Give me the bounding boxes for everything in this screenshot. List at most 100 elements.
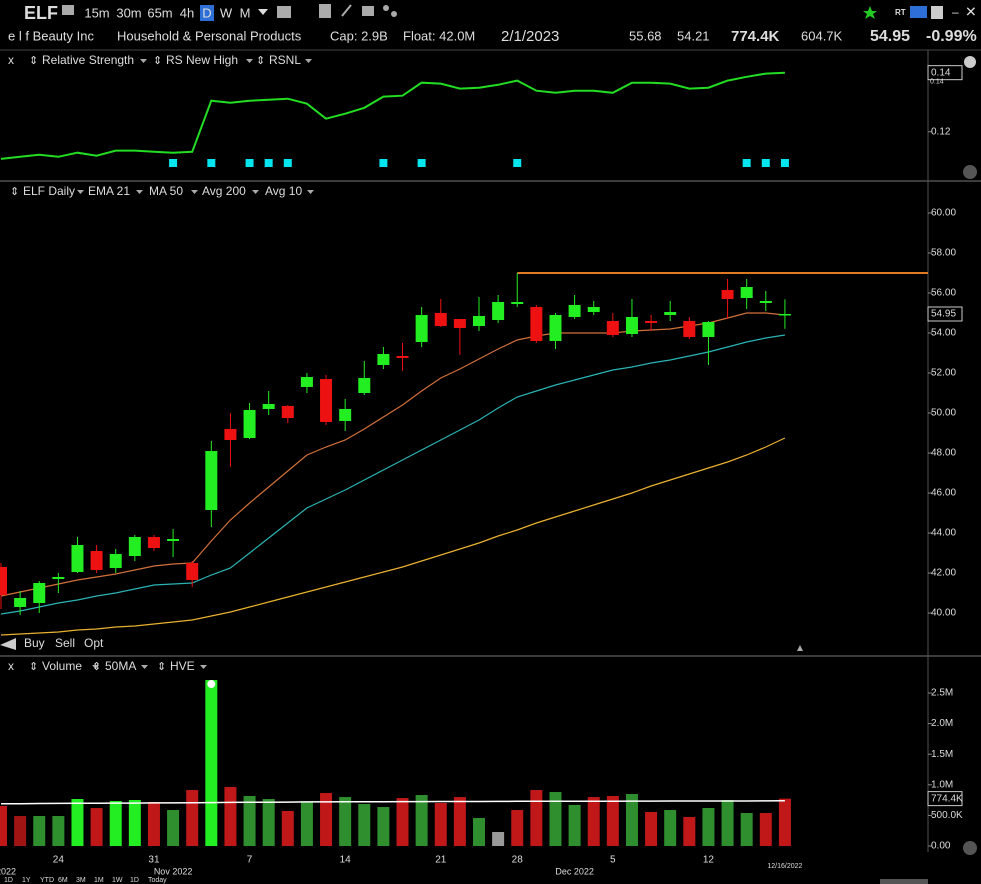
timeframe-button[interactable]: 4h bbox=[180, 5, 194, 20]
candle-body bbox=[358, 378, 371, 393]
candle-body bbox=[262, 404, 275, 409]
legend-arrow: ⇕ bbox=[157, 661, 166, 673]
icon[interactable] bbox=[0, 638, 16, 650]
timeframe-button[interactable]: W bbox=[220, 5, 233, 20]
icon[interactable] bbox=[964, 56, 976, 68]
icon[interactable] bbox=[62, 5, 74, 15]
icon[interactable]: – bbox=[952, 5, 959, 19]
legend-dropdown[interactable] bbox=[305, 59, 312, 63]
volume-bar bbox=[721, 799, 734, 847]
y-tick-label: 46.00 bbox=[931, 488, 956, 499]
last-value-box bbox=[927, 306, 963, 322]
timeframe-button[interactable]: 30m bbox=[116, 5, 141, 20]
range-button[interactable]: 6M bbox=[58, 877, 68, 884]
x-last-date: 12/16/2022 bbox=[767, 863, 802, 870]
trade-button[interactable]: Sell bbox=[55, 636, 75, 650]
scroll-button[interactable] bbox=[963, 841, 977, 855]
candle-body bbox=[186, 563, 199, 580]
legend-entry[interactable]: RSNL bbox=[269, 53, 301, 67]
candle-body bbox=[664, 312, 677, 315]
scrollbar[interactable] bbox=[880, 879, 928, 884]
legend-entry[interactable]: HVE bbox=[170, 659, 195, 673]
timeframe-button[interactable]: 65m bbox=[147, 5, 172, 20]
range-button[interactable]: 1D bbox=[4, 877, 13, 884]
last-value-label: 54.95 bbox=[931, 309, 956, 320]
last-value-label: 0.14 bbox=[931, 67, 951, 78]
legend-dropdown[interactable] bbox=[246, 59, 253, 63]
x-tick-label: 7 bbox=[247, 855, 253, 866]
scroll-button[interactable] bbox=[963, 165, 977, 179]
panel-close[interactable]: x bbox=[8, 53, 14, 67]
timeframe-button[interactable]: M bbox=[240, 5, 251, 20]
volume-bar bbox=[320, 793, 333, 847]
range-button[interactable]: 1W bbox=[112, 877, 123, 884]
legend-dropdown[interactable] bbox=[200, 665, 207, 669]
timeframe-button[interactable]: 15m bbox=[84, 5, 109, 20]
legend-entry[interactable]: MA 50 bbox=[149, 184, 183, 198]
trade-button[interactable]: Opt bbox=[84, 636, 104, 650]
legend-dropdown[interactable] bbox=[140, 59, 147, 63]
last-value-box bbox=[927, 791, 963, 807]
timeframe-button[interactable]: D bbox=[202, 5, 211, 20]
candle-body bbox=[281, 406, 294, 418]
x-month-label: 2022 bbox=[0, 866, 16, 876]
legend-entry[interactable]: Avg 10 bbox=[265, 184, 302, 198]
candle-body bbox=[14, 598, 27, 607]
icon[interactable] bbox=[391, 11, 397, 17]
icon[interactable] bbox=[277, 6, 291, 18]
legend-dropdown[interactable] bbox=[191, 190, 198, 194]
dropdown[interactable] bbox=[258, 9, 268, 15]
range-button[interactable]: 1D bbox=[130, 877, 139, 884]
range-button[interactable]: 1M bbox=[94, 877, 104, 884]
volume-bar bbox=[530, 790, 543, 847]
volume-bar bbox=[205, 680, 218, 847]
rs-new-high-marker bbox=[780, 159, 789, 167]
volume-bar bbox=[339, 797, 352, 847]
x-month-label: Nov 2022 bbox=[154, 866, 193, 876]
range-button[interactable]: Today bbox=[148, 877, 167, 884]
legend-dropdown[interactable] bbox=[141, 665, 148, 669]
panel-close[interactable]: x bbox=[8, 659, 14, 673]
y-tick-label: 2.5M bbox=[931, 688, 953, 699]
legend-entry[interactable]: 50MA bbox=[105, 659, 136, 673]
quote-last: 54.95 bbox=[870, 28, 910, 45]
legend-entry[interactable]: RS New High bbox=[166, 53, 238, 67]
legend-entry[interactable]: ELF Daily bbox=[23, 184, 75, 198]
volume-bar bbox=[396, 798, 409, 847]
volume-bar bbox=[358, 804, 371, 847]
icon[interactable] bbox=[341, 4, 352, 17]
candle-body bbox=[740, 287, 753, 298]
range-button[interactable]: 3M bbox=[76, 877, 86, 884]
candle-body bbox=[587, 307, 600, 312]
icon[interactable] bbox=[362, 6, 374, 16]
trade-button[interactable]: Buy bbox=[24, 636, 45, 650]
legend-entry[interactable]: Relative Strength bbox=[42, 53, 134, 67]
quote-volume: 774.4K bbox=[731, 28, 780, 45]
legend-dropdown[interactable] bbox=[307, 190, 314, 194]
range-button[interactable]: YTD bbox=[40, 877, 54, 884]
y-tick-label: 0.12 bbox=[931, 126, 951, 137]
volume-bar bbox=[71, 799, 84, 847]
range-button[interactable]: 1Y bbox=[22, 877, 31, 884]
icon[interactable] bbox=[383, 5, 389, 11]
icon[interactable] bbox=[910, 6, 927, 18]
legend-entry[interactable]: Avg 200 bbox=[202, 184, 246, 198]
volume-bar bbox=[90, 808, 103, 847]
x-tick-label: 12 bbox=[703, 855, 715, 866]
moving-average bbox=[0, 312, 785, 597]
legend-entry[interactable]: Volume bbox=[42, 659, 82, 673]
volume-bar bbox=[664, 810, 677, 847]
icon[interactable] bbox=[931, 6, 943, 19]
candle-body bbox=[721, 290, 734, 299]
legend-dropdown[interactable] bbox=[77, 190, 84, 194]
legend-dropdown[interactable] bbox=[252, 190, 259, 194]
icon[interactable] bbox=[319, 4, 331, 18]
icon[interactable] bbox=[863, 6, 877, 19]
legend-entry[interactable]: EMA 21 bbox=[88, 184, 130, 198]
legend-arrow: ⇕ bbox=[92, 661, 101, 673]
icon[interactable]: ✕ bbox=[965, 4, 977, 20]
legend-dropdown[interactable] bbox=[136, 190, 143, 194]
legend-dropdown[interactable] bbox=[92, 665, 99, 669]
